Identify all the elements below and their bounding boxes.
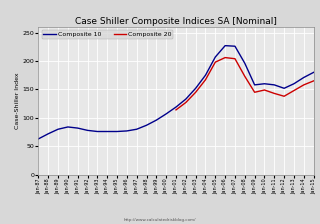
Composite 20 [282,95,286,98]
Composite 20 [262,89,266,91]
Composite 10 [56,128,60,131]
Composite 10 [223,44,227,47]
Composite 10 [253,84,257,86]
Composite 10 [135,128,139,131]
Composite 10 [86,129,90,132]
Composite 10 [95,130,99,133]
Composite 10 [184,98,188,100]
Composite 20 [292,89,296,92]
Composite 10 [302,76,306,79]
Composite 20 [272,92,276,95]
Composite 10 [174,106,178,108]
Composite 20 [184,101,188,104]
Composite 10 [194,87,197,90]
Composite 10 [164,112,168,115]
Composite 10 [312,71,316,74]
Composite 10 [125,130,129,132]
Y-axis label: Case-Shiller Index: Case-Shiller Index [15,73,20,129]
Composite 20 [204,78,207,81]
Composite 10 [145,124,148,127]
Composite 10 [76,127,80,129]
Composite 10 [282,87,286,90]
Title: Case Shiller Composite Indices SA [Nominal]: Case Shiller Composite Indices SA [Nomin… [75,17,277,26]
Text: http://www.calculatedriskblog.com/: http://www.calculatedriskblog.com/ [124,218,196,222]
Composite 10 [155,119,158,121]
Composite 20 [253,91,257,94]
Line: Composite 20: Composite 20 [176,58,314,110]
Composite 10 [262,82,266,85]
Line: Composite 10: Composite 10 [38,46,314,139]
Composite 20 [213,61,217,63]
Composite 10 [36,138,40,140]
Composite 10 [213,56,217,58]
Composite 10 [66,126,70,128]
Composite 20 [243,75,247,78]
Composite 20 [312,80,316,82]
Composite 10 [105,130,109,133]
Composite 20 [174,109,178,111]
Composite 10 [243,62,247,65]
Composite 10 [233,45,237,47]
Composite 10 [204,74,207,77]
Composite 20 [233,57,237,60]
Composite 10 [292,82,296,85]
Composite 10 [272,84,276,86]
Legend: Composite 10, Composite 20: Composite 10, Composite 20 [42,30,173,39]
Composite 10 [46,132,50,135]
Composite 20 [302,84,306,86]
Composite 20 [194,91,197,94]
Composite 20 [223,56,227,59]
Composite 10 [115,130,119,133]
